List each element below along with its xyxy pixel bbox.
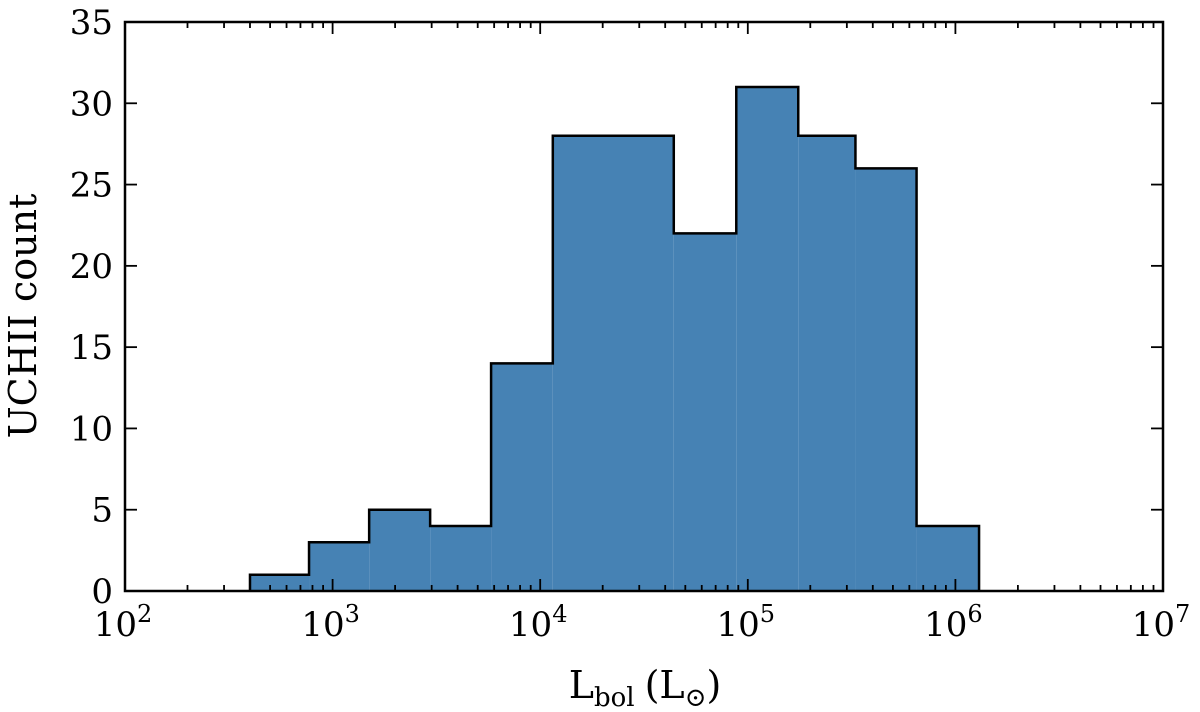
histogram-outline bbox=[248, 85, 981, 591]
x-tick-label: 105 bbox=[717, 600, 776, 645]
x-tick-label: 106 bbox=[924, 600, 983, 645]
x-axis-label-unit-subscript: ⊙ bbox=[685, 683, 707, 712]
y-axis-label: UCHII count bbox=[1, 194, 45, 439]
x-tick-labels: 102 103 104 105 106 107 bbox=[94, 600, 1191, 645]
y-tick-label: 30 bbox=[70, 84, 113, 124]
y-tick-labels: 0 5 10 15 20 25 30 35 bbox=[70, 3, 113, 612]
x-tick-label: 102 bbox=[94, 600, 153, 645]
y-tick-label: 20 bbox=[70, 247, 113, 287]
x-tick-label: 103 bbox=[301, 600, 360, 645]
x-axis-label-unit: (L bbox=[645, 663, 685, 707]
y-tick-label: 10 bbox=[70, 409, 113, 449]
histogram-bar bbox=[552, 135, 674, 592]
y-tick-label: 35 bbox=[70, 3, 113, 43]
axis-ticks bbox=[124, 21, 1164, 592]
histogram-bars bbox=[248, 85, 981, 592]
x-axis-label-main: L bbox=[569, 663, 594, 707]
x-tick-label: 107 bbox=[1132, 600, 1191, 645]
histogram-bar bbox=[309, 542, 370, 591]
histogram-bar bbox=[430, 525, 492, 591]
histogram-bar bbox=[249, 574, 310, 591]
y-tick-label: 5 bbox=[91, 491, 113, 531]
histogram-bar bbox=[369, 509, 431, 591]
histogram-bar bbox=[798, 135, 856, 592]
x-axis-label-close: ) bbox=[706, 663, 721, 707]
x-tick-label: 104 bbox=[509, 600, 568, 645]
histogram-bar bbox=[673, 233, 737, 592]
y-tick-label: 15 bbox=[70, 328, 113, 368]
x-axis-label: Lbol (L⊙) bbox=[569, 663, 722, 712]
histogram-bar bbox=[491, 363, 553, 591]
y-tick-label: 25 bbox=[70, 166, 113, 206]
plot-frame bbox=[123, 20, 1165, 593]
x-axis-label-subscript: bol bbox=[594, 683, 635, 712]
histogram-bar bbox=[736, 87, 799, 592]
histogram-bar bbox=[916, 525, 980, 591]
y-tick-label: 0 bbox=[91, 572, 113, 612]
histogram-bar bbox=[855, 168, 917, 592]
